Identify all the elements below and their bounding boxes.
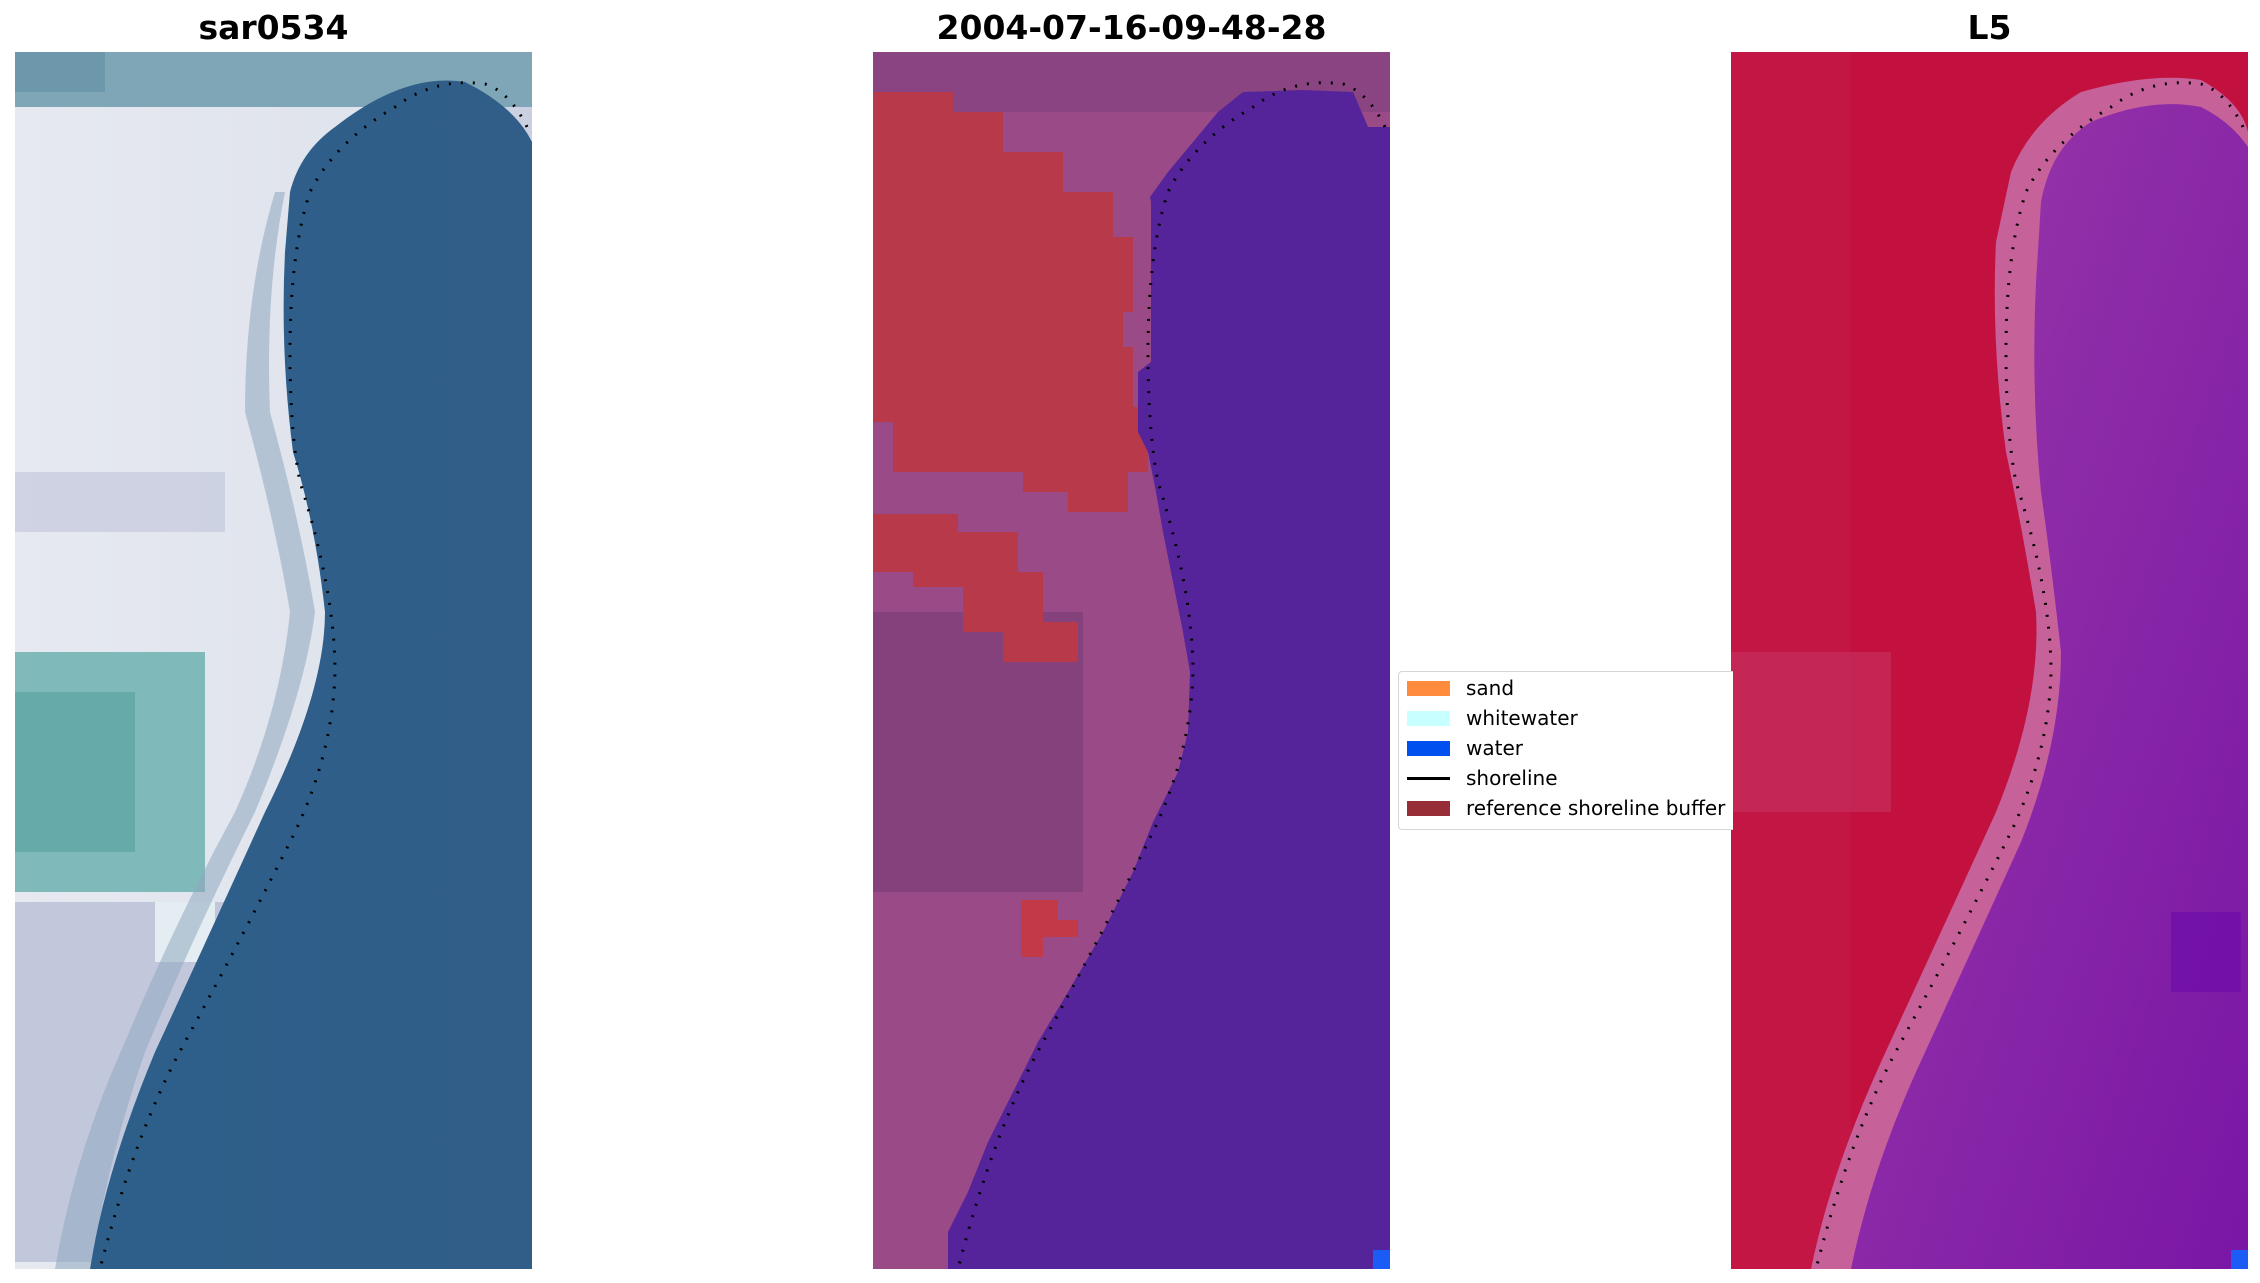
water-pixel	[2231, 1250, 2248, 1269]
shoreline-dots	[1814, 81, 2245, 1269]
whitewater-swatch	[1407, 710, 1450, 726]
legend-label-shoreline: shoreline	[1466, 766, 1558, 790]
legend-item-whitewater: whitewater	[1407, 706, 1578, 730]
shoreline-dots	[956, 81, 1387, 1269]
shoreline-line-swatch	[1407, 776, 1450, 780]
legend-label-sand: sand	[1466, 676, 1515, 700]
legend: sand whitewater water shoreline referenc…	[1398, 671, 1733, 830]
legend-label-reference-buffer: reference shoreline buffer	[1466, 796, 1726, 820]
index-image	[1731, 52, 2248, 1269]
classification-panel	[873, 52, 1390, 1269]
panel-title-index: L5	[1967, 8, 2012, 47]
legend-item-shoreline: shoreline	[1407, 766, 1558, 790]
reference-buffer-swatch	[1407, 800, 1450, 816]
panel-title-rgb: sar0534	[198, 8, 349, 47]
index-panel	[1731, 52, 2248, 1269]
water-pixel	[1373, 1250, 1390, 1269]
legend-item-reference-buffer: reference shoreline buffer	[1407, 796, 1725, 820]
classification-image	[873, 52, 1390, 1269]
water-swatch	[1407, 740, 1450, 756]
rgb-image	[15, 52, 532, 1269]
panel-title-classification: 2004-07-16-09-48-28	[936, 8, 1327, 47]
sand-swatch	[1407, 680, 1450, 696]
legend-label-whitewater: whitewater	[1466, 706, 1578, 730]
shoreline-dots	[98, 81, 529, 1269]
rgb-image-panel	[15, 52, 532, 1269]
legend-label-water: water	[1466, 736, 1523, 760]
legend-item-water: water	[1407, 736, 1523, 760]
legend-item-sand: sand	[1407, 676, 1514, 700]
